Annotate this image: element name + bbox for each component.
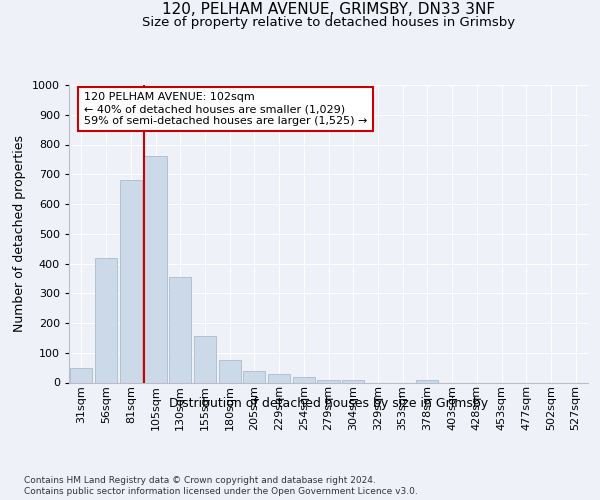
Bar	[145, 156, 167, 382]
Bar	[293, 378, 315, 382]
Text: 120 PELHAM AVENUE: 102sqm
← 40% of detached houses are smaller (1,029)
59% of se: 120 PELHAM AVENUE: 102sqm ← 40% of detac…	[84, 92, 367, 126]
Bar	[416, 380, 439, 382]
Text: Contains HM Land Registry data © Crown copyright and database right 2024.: Contains HM Land Registry data © Crown c…	[24, 476, 376, 485]
Bar	[119, 180, 142, 382]
Bar	[70, 368, 92, 382]
Bar	[218, 360, 241, 382]
Bar	[317, 380, 340, 382]
Text: Size of property relative to detached houses in Grimsby: Size of property relative to detached ho…	[142, 16, 515, 29]
Text: Contains public sector information licensed under the Open Government Licence v3: Contains public sector information licen…	[24, 488, 418, 496]
Text: 120, PELHAM AVENUE, GRIMSBY, DN33 3NF: 120, PELHAM AVENUE, GRIMSBY, DN33 3NF	[162, 2, 496, 18]
Bar	[169, 277, 191, 382]
Bar	[95, 258, 117, 382]
Y-axis label: Number of detached properties: Number of detached properties	[13, 135, 26, 332]
Text: Distribution of detached houses by size in Grimsby: Distribution of detached houses by size …	[169, 398, 488, 410]
Bar	[268, 374, 290, 382]
Bar	[243, 370, 265, 382]
Bar	[342, 380, 364, 382]
Bar	[194, 336, 216, 382]
